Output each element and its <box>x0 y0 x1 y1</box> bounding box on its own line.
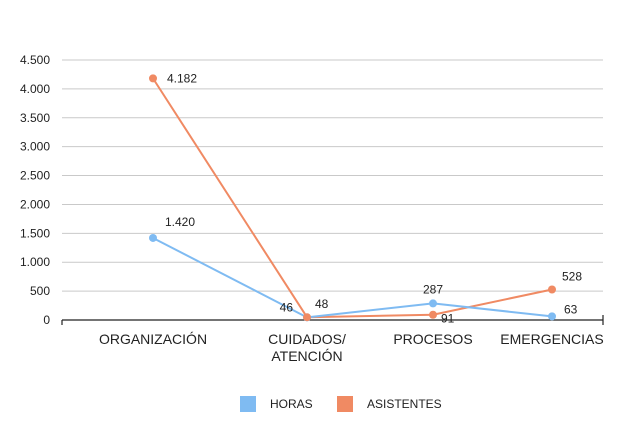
y-tick-label: 4.500 <box>20 53 50 67</box>
data-label-horas: 46 <box>280 300 294 314</box>
data-label-asistentes: 48 <box>315 297 329 311</box>
y-tick-label: 1.500 <box>20 226 50 240</box>
data-point-asistentes <box>429 310 437 319</box>
x-axis: ORGANIZACIÓN CUIDADOS/ATENCIÓN PROCESOS EME… <box>61 315 604 364</box>
data-point-horas <box>548 312 556 321</box>
y-tick-label: 3.000 <box>20 140 50 154</box>
legend-label-asistentes: ASISTENTES <box>367 397 442 411</box>
data-label-horas: 63 <box>564 302 578 316</box>
data-point-asistentes <box>548 285 556 294</box>
legend-swatch-horas <box>240 396 256 412</box>
legend-swatch-asistentes <box>337 396 353 412</box>
y-tick-label: 1.000 <box>20 255 50 269</box>
series-points <box>149 74 556 322</box>
data-label-horas: 1.420 <box>165 215 195 229</box>
data-point-asistentes <box>149 74 157 83</box>
series-line-horas <box>152 237 553 319</box>
data-label-asistentes: 528 <box>562 269 582 283</box>
x-tick-label-line: ORGANIZACIÓN <box>99 331 207 347</box>
y-tick-label: 0 <box>43 313 50 327</box>
x-tick-label: CUIDADOS/ATENCIÓN <box>268 331 346 364</box>
data-point-horas <box>149 233 157 242</box>
x-tick-label-line: CUIDADOS/ <box>268 331 346 347</box>
data-label-asistentes: 4.182 <box>167 71 197 85</box>
x-tick-label-line: PROCESOS <box>393 331 472 347</box>
x-tick-label-line: EMERGENCIAS <box>500 331 603 347</box>
data-label-horas: 287 <box>423 282 443 296</box>
y-tick-label: 3.500 <box>20 111 50 125</box>
x-tick-label-line: ATENCIÓN <box>271 348 342 364</box>
y-tick-label: 2.500 <box>20 169 50 183</box>
legend: HORAS ASISTENTES <box>240 396 442 412</box>
data-point-horas <box>429 299 437 308</box>
series-lines <box>152 77 553 319</box>
y-tick-label: 2.000 <box>20 197 50 211</box>
x-tick-label: EMERGENCIAS <box>500 331 603 347</box>
y-tick-label: 500 <box>30 284 50 298</box>
grid-lines <box>62 59 603 292</box>
y-axis: 0 500 1.000 1.500 2.000 2.500 3.000 3.500 4.000 4… <box>20 53 50 327</box>
data-label-asistentes: 91 <box>441 312 455 326</box>
data-labels: 1.420 46 287 63 4.182 48 91 528 <box>165 71 582 325</box>
data-point-asistentes <box>303 313 311 322</box>
legend-label-horas: HORAS <box>270 397 313 411</box>
series-line-asistentes <box>152 77 553 319</box>
x-tick-label: PROCESOS <box>393 331 472 347</box>
x-tick-label: ORGANIZACIÓN <box>99 331 207 347</box>
y-tick-label: 4.000 <box>20 82 50 96</box>
